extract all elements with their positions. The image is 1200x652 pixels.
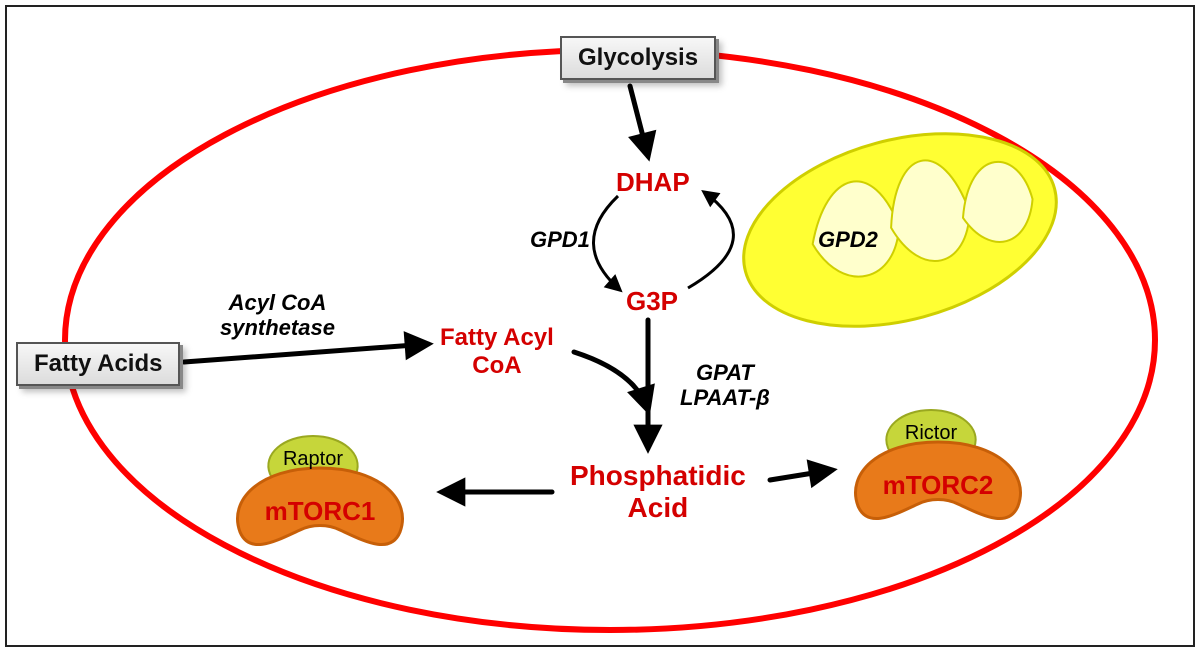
glycolysis-box: Glycolysis (560, 36, 716, 80)
mtorc2-label: mTORC2 (838, 470, 1038, 501)
image-frame (6, 6, 1194, 646)
phosphatidic-acid-label: Phosphatidic Acid (570, 460, 746, 524)
gpd1-label: GPD1 (530, 227, 590, 252)
mtorc1-label: mTORC1 (220, 496, 420, 527)
acyl-coa-synthetase-label: Acyl CoA synthetase (220, 290, 335, 341)
gpat-lpaat-label: GPAT LPAAT-β (680, 360, 770, 411)
dhap-label: DHAP (616, 168, 690, 198)
mtorc1-complex: Raptor mTORC1 (220, 430, 420, 550)
mitochondrion (722, 102, 1078, 359)
fatty-acids-box: Fatty Acids (16, 342, 180, 386)
svg-layer (0, 0, 1200, 652)
fatty-acids-label: Fatty Acids (34, 350, 162, 377)
rictor-label: Rictor (876, 422, 986, 445)
glycolysis-label: Glycolysis (578, 44, 698, 71)
raptor-label: Raptor (258, 448, 368, 471)
gpd2-label: GPD2 (818, 227, 878, 252)
mtorc2-complex: Rictor mTORC2 (838, 404, 1038, 524)
diagram-stage: Glycolysis Fatty Acids DHAP G3P Fatty Ac… (0, 0, 1200, 652)
g3p-label: G3P (626, 287, 678, 317)
fatty-acyl-coa-label: Fatty Acyl CoA (440, 324, 554, 379)
